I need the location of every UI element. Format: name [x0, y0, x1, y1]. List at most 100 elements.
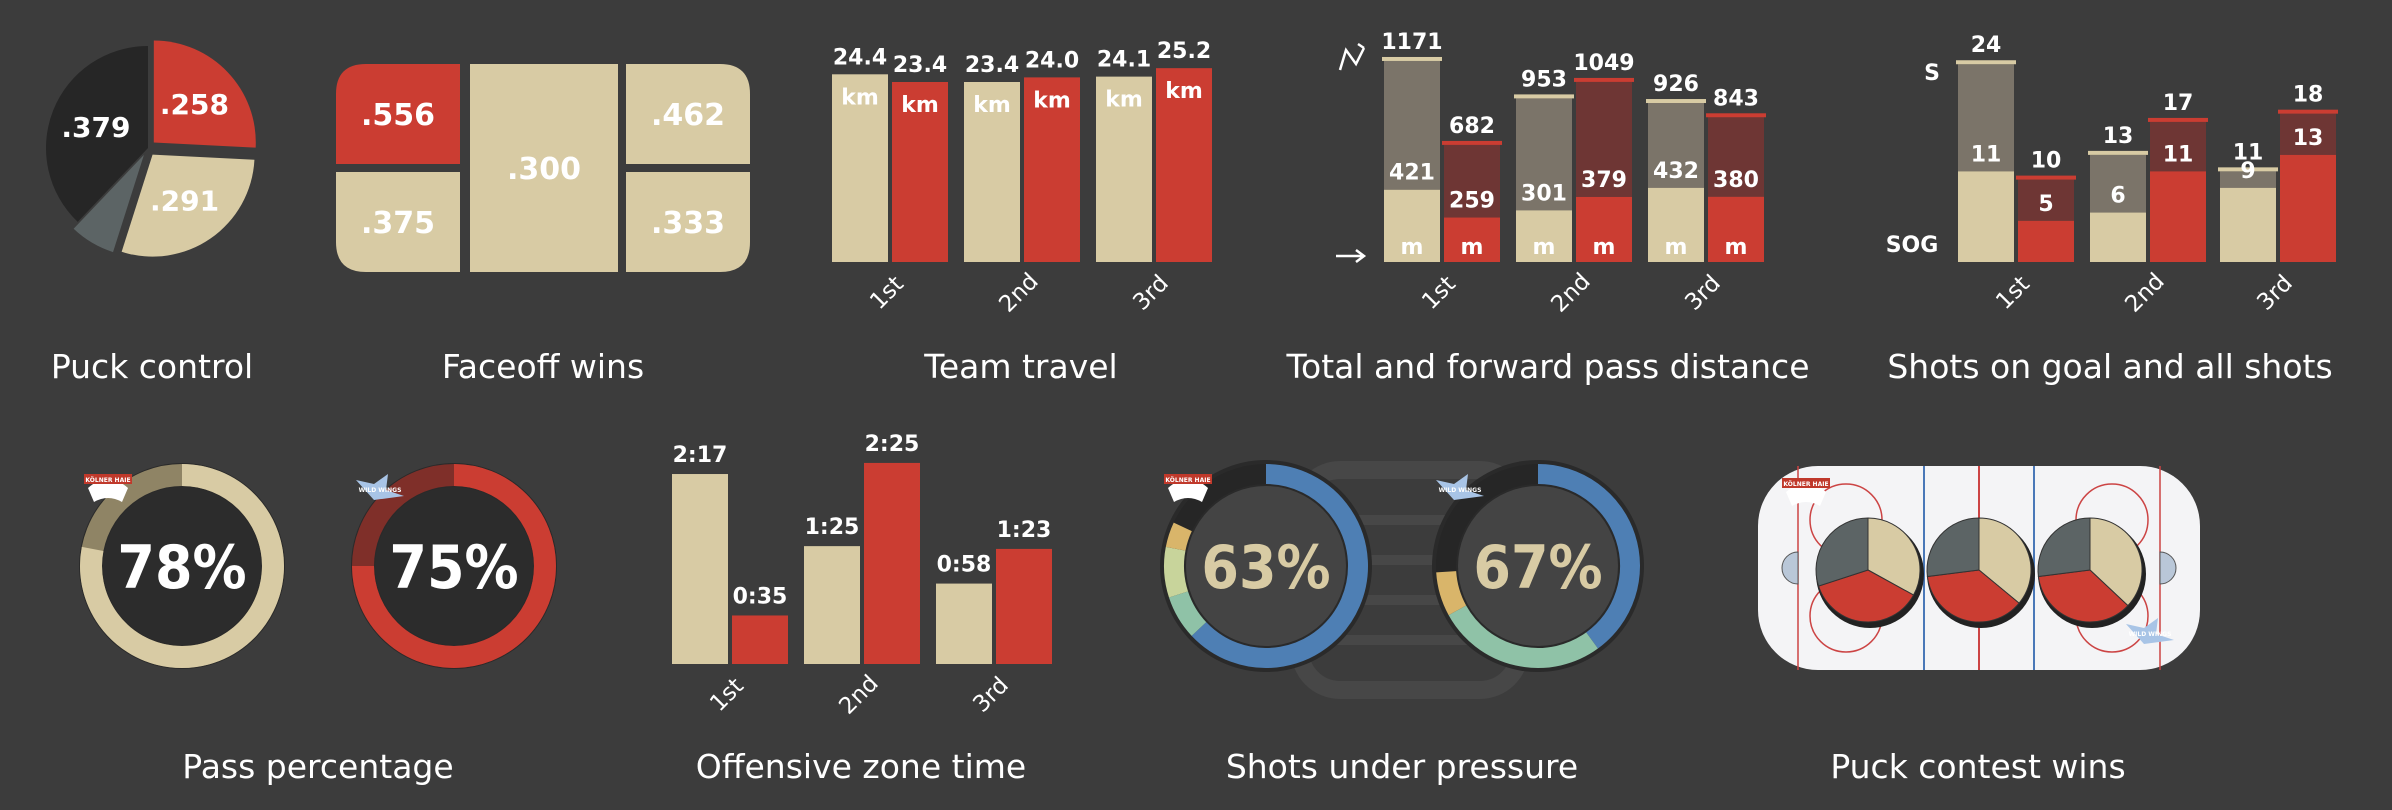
pie-slice: [2089, 517, 2143, 607]
bar-value-label: 1:25: [805, 515, 860, 540]
bar-total: [2018, 179, 2074, 221]
bar-forward-label: 301: [1521, 181, 1567, 206]
shark-logo-icon: [1168, 479, 1208, 502]
bar-total-label: 17: [2163, 91, 2194, 116]
ring-percentage: 78%: [117, 533, 246, 603]
bar-unit-label: km: [1165, 79, 1203, 104]
bar-total-label: 1171: [1381, 30, 1442, 55]
bar-unit-label: m: [1401, 235, 1424, 260]
bar-forward: [1576, 196, 1632, 262]
x-tick-label: 1st: [865, 271, 909, 315]
wings-logo-icon: [2126, 618, 2174, 644]
pie-slice: [2037, 517, 2091, 578]
chart-title: Shots under pressure: [1226, 747, 1578, 786]
bar-sog-label: 5: [2038, 192, 2053, 217]
logo-banner: [84, 474, 132, 484]
x-tick-label: 2nd: [994, 268, 1043, 317]
bar-sog: [1958, 171, 2014, 262]
bar: [672, 474, 728, 664]
chart-title: Puck control: [51, 347, 253, 386]
ring-segment: [1165, 522, 1192, 551]
ring-percentage: 63%: [1201, 533, 1330, 603]
team-logo: WILD WINGS: [356, 474, 404, 500]
bar-unit-label: m: [1461, 235, 1484, 260]
bar-cap: [1382, 56, 1442, 61]
bar-unit-label: km: [1105, 88, 1143, 113]
chart-title: Team travel: [923, 347, 1117, 386]
bar-total: [1648, 103, 1704, 188]
pie-slice: [1867, 517, 1921, 596]
chart-faceoff-wins: .556 .375 .300 .462 .333 Faceoff wins: [336, 64, 750, 386]
faceoff-cell: [336, 172, 460, 272]
axis-label-sog: SOG: [1886, 233, 1939, 258]
bar-unit-label: m: [1725, 235, 1748, 260]
bar-unit-label: m: [1533, 235, 1556, 260]
bar-sog: [2018, 220, 2074, 262]
pie-slice: [1926, 517, 1980, 578]
bar-forward-label: 432: [1653, 159, 1699, 184]
bar-value-label: 25.2: [1157, 39, 1211, 64]
bar-total: [1444, 144, 1500, 218]
ring-percentage: 67%: [1473, 533, 1602, 603]
pie-slice: [73, 154, 144, 253]
logo-banner: [1164, 474, 1212, 484]
logo-text: WILD WINGS: [1439, 487, 1482, 494]
bar-forward: [1384, 189, 1440, 262]
bar-total: [1708, 117, 1764, 197]
bar-value-label: 23.4: [965, 53, 1019, 78]
bar-total: [2280, 113, 2336, 155]
bar-total-label: 926: [1653, 72, 1699, 97]
bar-forward: [1708, 196, 1764, 262]
x-tick-label: 2nd: [834, 670, 883, 719]
bar-forward-label: 421: [1389, 161, 1435, 186]
bar-value-label: 2:25: [865, 432, 920, 457]
x-tick-label: 1st: [1991, 271, 2035, 315]
chart-title: Shots on goal and all shots: [1887, 347, 2332, 386]
bar-unit-label: m: [1665, 235, 1688, 260]
logo-text: WILD WINGS: [2129, 631, 2172, 638]
bar: [832, 74, 888, 262]
bar-value-label: 2:17: [673, 443, 728, 468]
ring-segment: [1436, 570, 1467, 616]
bar-unit-label: km: [1033, 88, 1071, 113]
logo-text: KÖLNER HAIE: [85, 477, 130, 484]
chart-title: Total and forward pass distance: [1285, 347, 1809, 386]
wings-logo-icon: [356, 474, 404, 500]
x-tick-label: 1st: [1417, 271, 1461, 315]
bar-sog-label: 11: [1971, 142, 2002, 167]
bar-sog-label: 13: [2293, 126, 2324, 151]
forward-pass-icon: [1338, 42, 1366, 71]
goal-net-lines: [1320, 515, 1500, 645]
pie-slice: [121, 154, 255, 257]
chart-title: Puck contest wins: [1830, 747, 2125, 786]
faceoff-cell: [626, 64, 750, 164]
ring-segment: [1191, 464, 1368, 668]
team-logo: WILD WINGS: [2126, 618, 2174, 644]
bar-value-label: 24.1: [1097, 48, 1151, 73]
bar: [864, 462, 920, 664]
bar-total-label: 18: [2293, 83, 2324, 108]
pie-slice: [2037, 569, 2129, 623]
ring-segment: [1164, 546, 1189, 598]
bar-total: [1958, 64, 2014, 172]
pie-slice: [1978, 517, 2032, 604]
bar-cap: [2148, 117, 2208, 122]
bar: [996, 548, 1052, 664]
bar-unit-label: km: [841, 85, 879, 110]
bar-value-label: 0:58: [937, 553, 992, 578]
bar-value-label: 0:35: [733, 584, 788, 609]
x-tick-label: 3rd: [2252, 270, 2297, 315]
ring-center: [103, 487, 261, 645]
bar-forward-label: 379: [1581, 168, 1627, 193]
faceoff-cell: [470, 64, 618, 272]
bar-sog-label: 11: [2163, 142, 2194, 167]
chart-title: Offensive zone time: [696, 747, 1026, 786]
faceoff-cell: [626, 172, 750, 272]
bar-cap: [2088, 150, 2148, 155]
shark-logo-icon: [88, 479, 128, 502]
bar: [1024, 77, 1080, 262]
chart-title: Pass percentage: [182, 747, 453, 786]
shark-logo-icon: [1786, 483, 1826, 506]
